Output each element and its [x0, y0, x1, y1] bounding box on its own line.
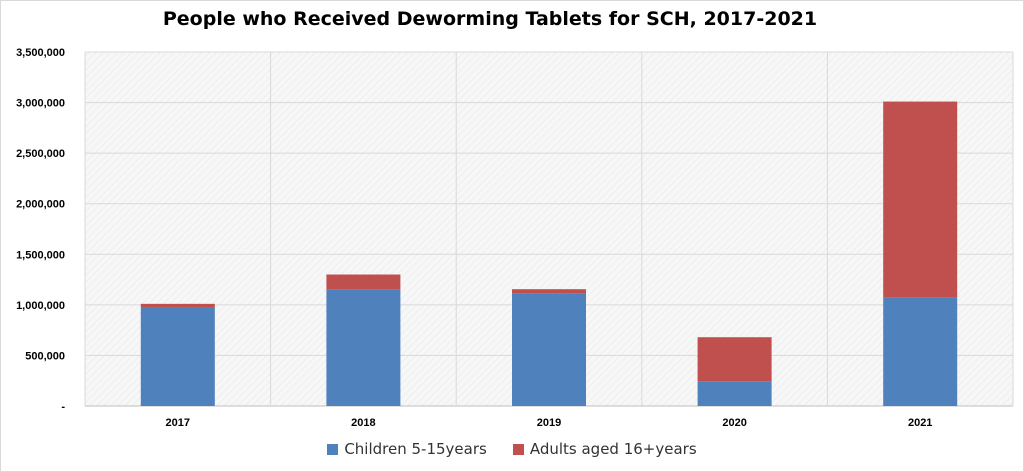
y-tick-label: 3,000,000 [16, 98, 65, 110]
bar-children-2018 [326, 289, 401, 406]
bar-adults-2019 [512, 289, 586, 294]
y-tick-label: 2,500,000 [16, 148, 65, 160]
bar-children-2020 [697, 381, 772, 406]
bar-children-2021 [883, 297, 958, 406]
y-tick-label: 500,000 [25, 350, 65, 362]
bar-adults-2018 [326, 274, 401, 290]
bar-children-2019 [512, 293, 586, 406]
x-tick-label: 2019 [537, 417, 561, 429]
y-tick-label: 3,500,000 [16, 47, 65, 59]
x-tick-label: 2020 [722, 417, 746, 429]
legend: Children 5-15years Adults aged 16+years [0, 440, 1024, 458]
x-tick-label: 2018 [351, 417, 375, 429]
bar-adults-2021 [883, 101, 958, 298]
legend-item-adults: Adults aged 16+years [512, 440, 697, 458]
x-tick-label: 2017 [166, 417, 190, 429]
y-tick-label: - [61, 401, 65, 413]
legend-label-children: Children 5-15years [344, 440, 487, 458]
y-tick-label: 2,000,000 [16, 199, 65, 211]
x-tick-label: 2021 [908, 417, 932, 429]
y-tick-label: 1,000,000 [16, 300, 65, 312]
legend-item-children: Children 5-15years [327, 440, 487, 458]
legend-label-adults: Adults aged 16+years [529, 440, 697, 458]
chart-title: People who Received Deworming Tablets fo… [162, 8, 818, 30]
bar-adults-2020 [697, 337, 772, 382]
bar-adults-2017 [140, 303, 215, 308]
y-tick-label: 1,500,000 [16, 249, 65, 261]
legend-swatch-children [327, 443, 339, 455]
legend-swatch-adults [512, 443, 524, 455]
bar-children-2017 [140, 307, 215, 406]
